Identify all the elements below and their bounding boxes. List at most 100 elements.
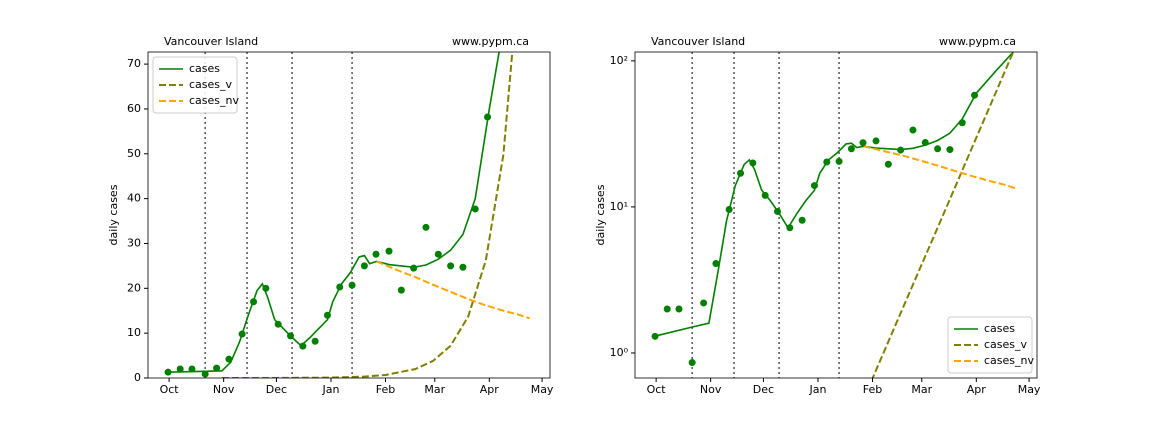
observed-point [250, 298, 258, 306]
x-tick-label: Apr [480, 383, 500, 396]
x-tick-label: Dec [753, 383, 774, 396]
observed-point [372, 250, 380, 258]
observed-point [176, 365, 184, 373]
observed-point [274, 320, 282, 328]
observed-point [774, 208, 782, 216]
axes-frame [634, 51, 1038, 379]
x-tick-label: Jan [321, 383, 339, 396]
observed-point [225, 355, 233, 363]
observed-point [712, 259, 720, 267]
x-tick-label: Dec [266, 383, 287, 396]
observed-point [262, 284, 270, 292]
observed-point [201, 370, 209, 378]
observed-point [188, 365, 196, 373]
observed-point [385, 247, 393, 255]
legend-label: cases_v [984, 338, 1028, 351]
y-tick-label: 50 [127, 147, 141, 160]
x-tick-label: Oct [647, 383, 667, 396]
observed-point [700, 299, 708, 307]
axes-frame [147, 51, 551, 379]
observed-point [459, 263, 467, 271]
series-line [376, 260, 531, 320]
observed-point [360, 262, 368, 270]
observed-point [299, 342, 307, 350]
y-tick-label: 10¹ [610, 200, 628, 213]
observed-point [737, 169, 745, 177]
observed-point [164, 368, 172, 376]
legend-label: cases_v [189, 78, 233, 91]
y-tick-label: 40 [127, 192, 141, 205]
observed-point [447, 262, 455, 270]
observed-point [410, 264, 418, 272]
observed-point [287, 332, 295, 340]
y-tick-label: 10 [127, 326, 141, 339]
source-label: www.pypm.ca [452, 35, 529, 48]
source-label: www.pypm.ca [939, 35, 1016, 48]
x-tick-label: Feb [376, 383, 395, 396]
observed-point [823, 158, 831, 166]
observed-point [397, 286, 405, 294]
observed-point [835, 157, 843, 165]
observed-point [798, 216, 806, 224]
observed-point [810, 182, 818, 190]
observed-point [663, 305, 671, 313]
legend-label: cases_nv [984, 354, 1034, 367]
observed-point [725, 206, 733, 214]
observed-point [311, 337, 319, 345]
x-tick-label: May [531, 383, 554, 396]
observed-point [909, 126, 917, 134]
y-axis-label: daily cases [107, 184, 120, 245]
x-tick-label: Oct [160, 383, 180, 396]
chart-title: Vancouver Island [164, 35, 258, 48]
y-axis-label: daily cases [594, 184, 607, 245]
observed-point [422, 223, 430, 231]
observed-point [884, 160, 892, 168]
observed-point [958, 119, 966, 127]
series-line [221, 52, 514, 378]
observed-point [921, 139, 929, 147]
plot-area [651, 52, 1018, 378]
observed-point [934, 145, 942, 153]
observed-point [859, 139, 867, 147]
legend-box [947, 316, 1033, 374]
series-line [167, 52, 500, 373]
observed-point [786, 224, 794, 232]
x-tick-label: Jan [808, 383, 826, 396]
observed-point [213, 364, 221, 372]
y-tick-label: 60 [127, 102, 141, 115]
x-tick-label: Feb [863, 383, 882, 396]
series-line [871, 52, 1015, 378]
x-tick-label: Mar [424, 383, 445, 396]
observed-point [946, 146, 954, 154]
x-tick-label: Nov [213, 383, 235, 396]
y-tick-label: 0 [134, 371, 141, 384]
series-line [654, 52, 1014, 338]
observed-point [675, 305, 683, 313]
observed-point [434, 250, 442, 258]
observed-point [688, 359, 696, 367]
observed-point [651, 332, 659, 340]
x-tick-label: Mar [911, 383, 932, 396]
series-line [863, 145, 1018, 190]
observed-point [847, 145, 855, 153]
legend-label: cases [189, 62, 220, 75]
observed-point [897, 146, 905, 154]
observed-point [238, 330, 246, 338]
chart-title: Vancouver Island [651, 35, 745, 48]
x-tick-label: Nov [700, 383, 722, 396]
legend-label: cases_nv [189, 94, 239, 107]
legend-box [152, 56, 238, 114]
y-tick-label: 10² [610, 54, 628, 67]
y-tick-label: 30 [127, 236, 141, 249]
observed-point [323, 311, 331, 319]
observed-point [971, 91, 979, 99]
y-tick-label: 70 [127, 57, 141, 70]
x-tick-label: Apr [967, 383, 987, 396]
observed-point [749, 159, 757, 167]
observed-point [471, 205, 479, 213]
observed-point [336, 283, 344, 291]
observed-point [348, 281, 356, 289]
observed-point [872, 137, 880, 145]
